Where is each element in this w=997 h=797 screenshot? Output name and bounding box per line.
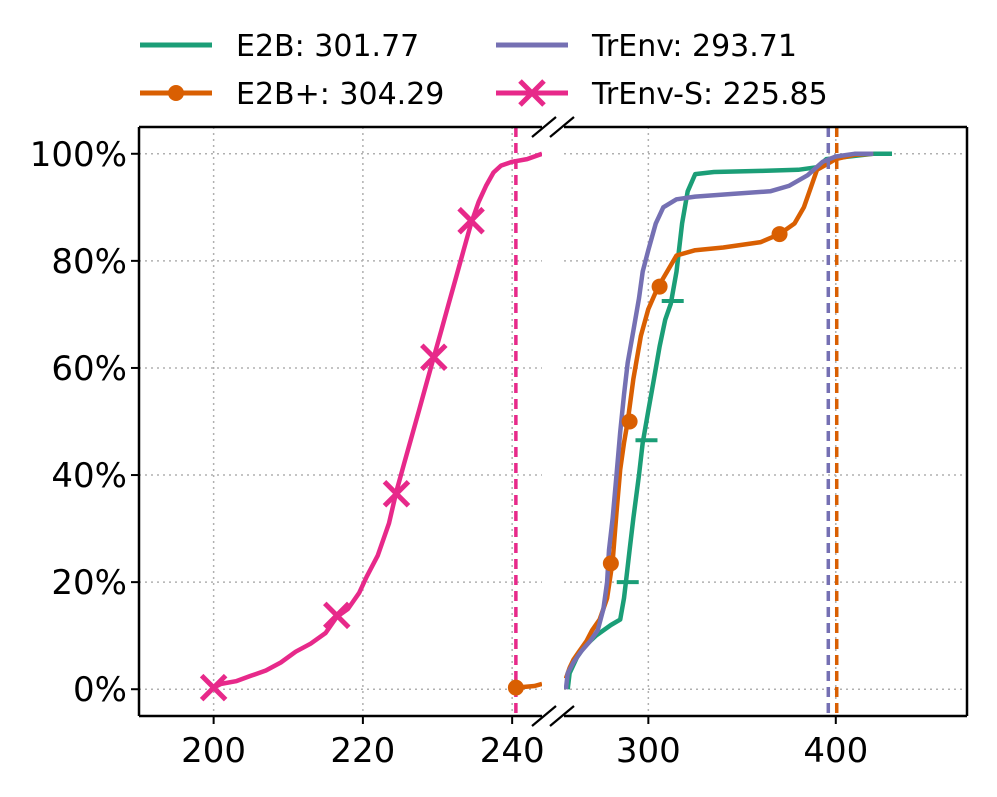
marker-circle [507,679,524,696]
legend-item: E2B+: 304.29 [140,77,444,112]
axis-break-mark [549,116,575,138]
legend-item: TrEnv: 293.71 [496,29,797,64]
ticks: 0% 20% 40% 60% 80% 100% 200 220 240 300 400 [30,135,868,771]
series-line [564,151,874,690]
ytick-label: 100% [30,135,127,175]
ytick-label: 80% [51,242,127,282]
ytick-label: 20% [51,563,127,603]
marker-x [323,601,351,630]
axis-break-mark [531,116,557,138]
marker-x [420,343,448,372]
legend-label: TrEnv: 293.71 [591,29,797,64]
legend: E2B: 301.77 E2B+: 304.29 TrEnv: 293.71 TrEn… [140,29,828,112]
marker-circle [621,413,638,430]
plot-frame [137,116,969,727]
marker-x [518,79,546,107]
marker-circle [651,278,668,295]
series-line [212,151,542,690]
series-line [565,151,892,690]
legend-item: TrEnv-S: 225.85 [496,77,828,112]
ytick-label: 40% [51,456,127,496]
grid [139,127,967,716]
axis-break-mark [531,705,557,727]
marker-x [199,673,228,702]
series-lines [199,127,892,716]
ytick-label: 60% [51,349,127,389]
marker-x [457,206,485,235]
legend-label: E2B: 301.77 [236,29,419,64]
ytick-label: 0% [73,670,127,710]
xtick-label: 240 [480,731,545,771]
legend-item: E2B: 301.77 [140,29,419,64]
legend-label: E2B+: 304.29 [236,77,444,112]
marker-circle [168,85,184,101]
xtick-label: 200 [181,731,246,771]
axis-break-mark [549,705,575,727]
marker-x [382,480,411,508]
xtick-label: 300 [616,731,681,771]
legend-label: TrEnv-S: 225.85 [591,77,828,112]
xtick-label: 220 [330,731,395,771]
marker-circle [602,555,619,572]
marker-circle [771,226,788,243]
series-line [564,151,874,680]
xtick-label: 400 [803,731,868,771]
